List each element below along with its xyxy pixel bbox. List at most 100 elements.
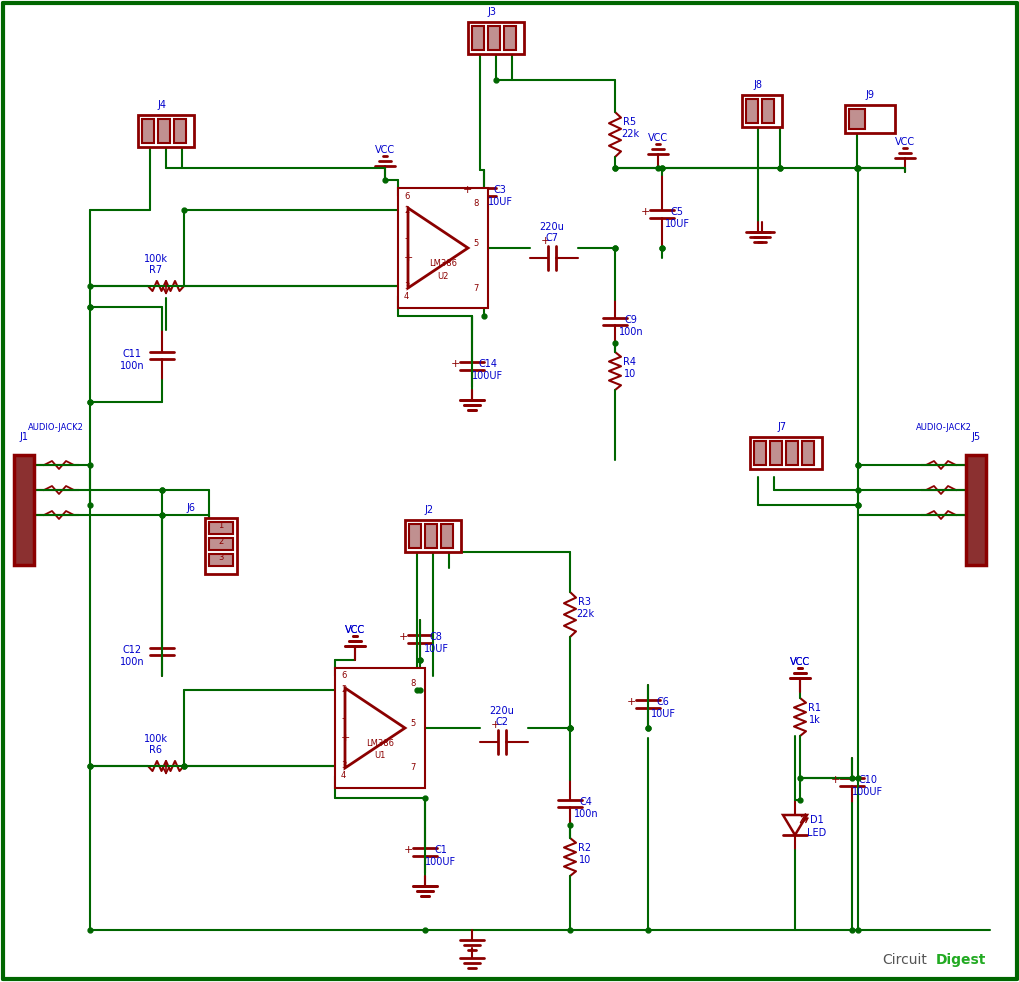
Text: C1: C1 — [434, 845, 447, 855]
Bar — [844, 105, 894, 133]
Bar — [848, 109, 864, 129]
Text: +: + — [640, 207, 649, 217]
Text: AUDIO-JACK2: AUDIO-JACK2 — [29, 422, 84, 431]
Text: U1: U1 — [374, 751, 385, 760]
Text: 2: 2 — [340, 685, 345, 694]
Text: Circuit: Circuit — [881, 953, 926, 967]
Bar — [209, 554, 232, 566]
Text: C2: C2 — [495, 717, 508, 727]
Text: 10: 10 — [579, 855, 591, 865]
Text: 8: 8 — [473, 198, 478, 207]
Text: LM386: LM386 — [366, 738, 393, 747]
Bar — [334, 668, 425, 788]
Text: R7: R7 — [150, 265, 162, 275]
Bar — [138, 115, 194, 147]
Text: 7: 7 — [473, 284, 478, 293]
Text: 22k: 22k — [621, 129, 639, 139]
Bar — [741, 95, 782, 127]
Text: J5: J5 — [970, 432, 979, 442]
Text: Digest: Digest — [935, 953, 985, 967]
Text: J4: J4 — [157, 100, 166, 110]
Text: 10: 10 — [624, 369, 636, 379]
Bar — [503, 26, 516, 50]
Text: 100k: 100k — [144, 734, 168, 744]
Text: 10UF: 10UF — [487, 197, 512, 207]
Text: 100n: 100n — [119, 361, 144, 371]
Text: J6: J6 — [186, 503, 196, 513]
Text: VCC: VCC — [344, 625, 365, 635]
Text: 3: 3 — [218, 554, 223, 563]
Text: R4: R4 — [623, 357, 636, 367]
Bar — [440, 524, 452, 548]
Bar — [745, 99, 757, 123]
Bar — [405, 520, 461, 552]
Bar — [14, 455, 34, 565]
Text: -: - — [340, 713, 344, 723]
Text: 100UF: 100UF — [472, 371, 503, 381]
Bar — [468, 22, 524, 54]
Text: 1: 1 — [218, 521, 223, 530]
Text: VCC: VCC — [647, 133, 667, 143]
Text: VCC: VCC — [789, 657, 809, 667]
Bar — [209, 522, 232, 534]
Text: +: + — [340, 733, 351, 743]
Text: +: + — [404, 253, 413, 263]
Text: R6: R6 — [150, 745, 162, 755]
Text: D1: D1 — [809, 815, 823, 825]
Text: VCC: VCC — [789, 657, 809, 667]
Text: 220u: 220u — [539, 222, 564, 232]
Text: 220u: 220u — [489, 706, 514, 716]
Text: 6: 6 — [404, 191, 409, 200]
Bar — [965, 455, 985, 565]
Text: 5: 5 — [473, 239, 478, 247]
Text: J3: J3 — [487, 7, 496, 17]
Bar — [753, 441, 765, 465]
Text: C5: C5 — [669, 207, 683, 217]
Text: C6: C6 — [656, 697, 668, 707]
Bar — [801, 441, 813, 465]
Text: J9: J9 — [865, 90, 873, 100]
Text: 100n: 100n — [573, 809, 598, 819]
Text: U2: U2 — [437, 271, 448, 281]
Bar — [769, 441, 782, 465]
Text: 3: 3 — [404, 282, 409, 291]
Text: 4: 4 — [404, 292, 409, 300]
Text: R2: R2 — [578, 843, 591, 853]
Bar — [397, 188, 487, 308]
Text: 10UF: 10UF — [663, 219, 689, 229]
Bar — [409, 524, 421, 548]
Text: 100UF: 100UF — [852, 787, 882, 797]
Text: 4: 4 — [340, 772, 345, 781]
Text: +: + — [462, 185, 471, 195]
Text: +: + — [398, 632, 408, 642]
Text: +: + — [449, 359, 460, 369]
Text: +: + — [829, 775, 839, 785]
Bar — [209, 538, 232, 550]
Text: J2: J2 — [424, 505, 433, 515]
Text: LED: LED — [807, 828, 825, 838]
Text: 2: 2 — [218, 537, 223, 547]
Text: 8: 8 — [410, 679, 415, 687]
Bar — [786, 441, 797, 465]
Text: VCC: VCC — [375, 145, 394, 155]
Text: 7: 7 — [410, 763, 415, 773]
Text: +: + — [540, 236, 549, 246]
Text: C14: C14 — [478, 359, 497, 369]
Bar — [205, 518, 236, 574]
Bar — [425, 524, 436, 548]
Text: +: + — [403, 845, 413, 855]
Bar — [761, 99, 773, 123]
Text: -: - — [404, 233, 408, 243]
Text: 10UF: 10UF — [650, 709, 675, 719]
Text: +: + — [490, 720, 499, 730]
Text: 6: 6 — [340, 672, 346, 681]
Text: VCC: VCC — [894, 137, 914, 147]
Text: C11: C11 — [122, 349, 142, 359]
Text: C10: C10 — [858, 775, 876, 785]
Text: 100UF: 100UF — [425, 857, 457, 867]
Bar — [472, 26, 484, 50]
Text: 100n: 100n — [119, 657, 144, 667]
Text: J1: J1 — [19, 432, 29, 442]
Text: J8: J8 — [753, 80, 762, 90]
Text: 1k: 1k — [808, 715, 820, 725]
